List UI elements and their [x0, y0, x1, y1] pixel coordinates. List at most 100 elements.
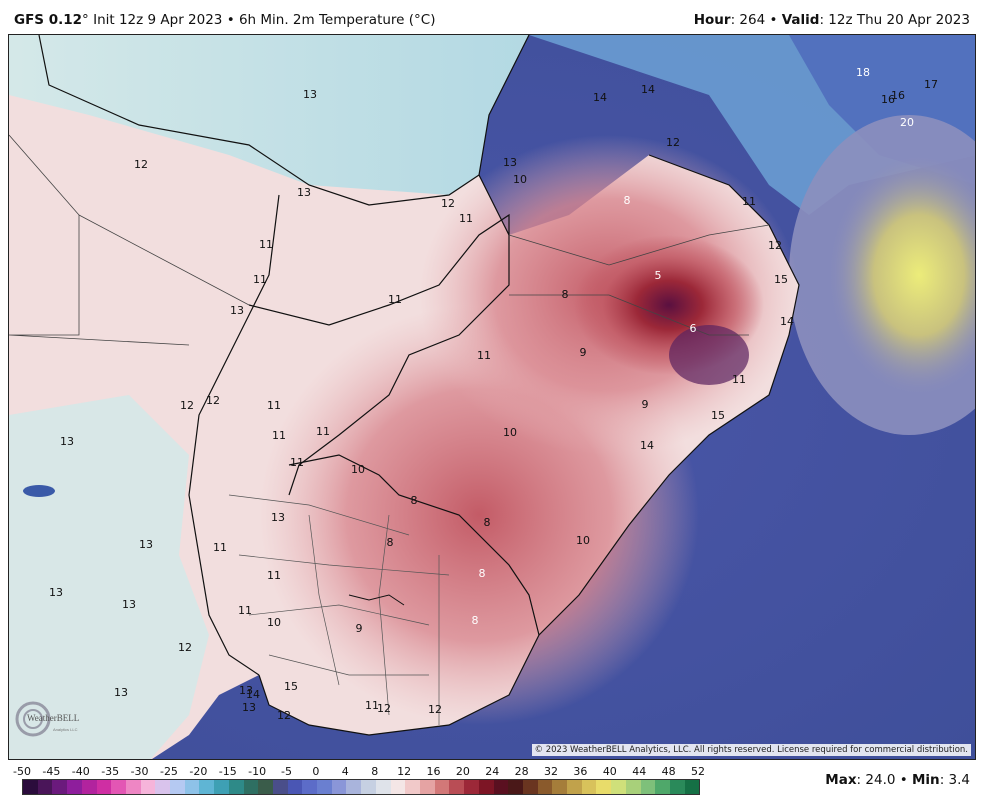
colorbar-tick-label: -25: [159, 765, 178, 778]
colorbar-segment: [611, 780, 626, 794]
land-cool-north: [9, 35, 529, 195]
temperature-label: 15: [774, 273, 788, 286]
temperature-label: 9: [642, 398, 649, 411]
district-borders: [228, 494, 450, 725]
colorbar-segment: [199, 780, 215, 794]
colorbar-segment: [390, 780, 406, 794]
temperature-label: 12: [441, 197, 455, 210]
colorbar-segment: [567, 780, 582, 794]
colorbar-segment: [228, 780, 244, 794]
colorbar-tick-label: -30: [130, 765, 149, 778]
colorbar-segment: [640, 780, 656, 794]
logo-subtext: Analytics LLC: [53, 727, 78, 732]
hour-value: : 264: [730, 12, 766, 28]
colorbar-legend: -50 -45 -40 -35 -30 -25 -20 -15 -10 -5 0 4 8 12 16 20 24…: [13, 762, 714, 802]
temperature-label: 15: [284, 680, 298, 693]
temperature-label: 11: [365, 699, 379, 712]
colorbar: [22, 779, 700, 795]
colorbar-tick-label: -45: [42, 765, 61, 778]
temperature-label: 16: [891, 89, 905, 102]
temperature-label: 11: [253, 273, 267, 286]
colorbar-segment: [23, 780, 38, 794]
colorbar-segment: [302, 780, 318, 794]
colorbar-tick-label: -20: [189, 765, 208, 778]
temperature-label: 12: [178, 641, 192, 654]
colorbar-segment: [96, 780, 112, 794]
country-border-north: [38, 35, 480, 206]
temperature-label: 13: [303, 88, 317, 101]
temperature-label: 11: [732, 373, 746, 386]
temperature-label: 6: [690, 322, 697, 335]
init-time: Init 12z 9 Apr 2023: [88, 12, 223, 28]
header-right: Hour: 264 • Valid: 12z Thu 20 Apr 2023: [694, 12, 970, 28]
colorbar-segment: [111, 780, 126, 794]
colorbar-segment: [140, 780, 156, 794]
temperature-label: 10: [267, 616, 281, 629]
temperature-label: 11: [742, 195, 756, 208]
colorbar-segment: [552, 780, 568, 794]
temperature-label: 12: [428, 703, 442, 716]
weatherbell-logo: WeatherBELL Analytics LLC: [13, 699, 103, 739]
product-name: 6h Min. 2m Temperature (°C): [238, 12, 436, 28]
temperature-label: 9: [356, 622, 363, 635]
colorbar-tick-label: 16: [426, 765, 441, 778]
coldest-spot: [669, 325, 749, 385]
temperature-label: 11: [477, 349, 491, 362]
temperature-label: 13: [139, 538, 153, 551]
colorbar-tick-label: -5: [281, 765, 292, 778]
colorbar-segment: [331, 780, 347, 794]
colorbar-tick-label: 12: [397, 765, 412, 778]
colorbar-segment: [522, 780, 538, 794]
temperature-label: 13: [122, 598, 136, 611]
country-border-west: [188, 194, 280, 676]
colorbar-segment: [155, 780, 171, 794]
colorbar-segment: [449, 780, 465, 794]
colorbar-tick-label: 4: [341, 765, 349, 778]
temperature-label: 12: [134, 158, 148, 171]
temperature-label: 13: [297, 186, 311, 199]
temperature-label: 9: [580, 346, 587, 359]
colorbar-segment: [170, 780, 185, 794]
colorbar-tick-label: 36: [573, 765, 588, 778]
max-value: : 24.0: [856, 772, 896, 788]
colorbar-segment: [419, 780, 435, 794]
degree-mark: °: [82, 12, 89, 28]
temperature-label: 11: [388, 293, 402, 306]
temperature-label: 11: [238, 604, 252, 617]
colorbar-segment: [596, 780, 612, 794]
colorbar-segment: [478, 780, 494, 794]
temperature-label: 13: [49, 586, 63, 599]
colorbar-segment: [434, 780, 450, 794]
temperature-map[interactable]: 13 14 14 18 17 16 16 20 12 12 13 10 13 12 11 8 11 11 12 5 11…: [8, 34, 976, 760]
temperature-label: 12: [180, 399, 194, 412]
max-min-readout: Max: 24.0 • Min: 3.4: [825, 772, 970, 788]
colorbar-segment: [37, 780, 53, 794]
colorbar-segment: [125, 780, 141, 794]
temperature-label: 11: [259, 238, 273, 251]
colorbar-segment: [52, 780, 68, 794]
province-borders: [9, 134, 250, 346]
copyright-notice: © 2023 WeatherBELL Analytics, LLC. All r…: [531, 744, 971, 756]
colorbar-segment: [375, 780, 391, 794]
temperature-label: 11: [213, 541, 227, 554]
colorbar-segment: [361, 780, 376, 794]
header-left: GFS 0.12° Init 12z 9 Apr 2023 • 6h Min. …: [14, 12, 435, 28]
hour-label: Hour: [693, 12, 731, 28]
valid-value: : 12z Thu 20 Apr 2023: [819, 12, 970, 28]
temperature-label: 12: [666, 136, 680, 149]
colorbar-tick-label: -50: [13, 765, 31, 778]
temperature-label: 11: [267, 399, 281, 412]
country-border-uruguay: [288, 454, 540, 636]
colorbar-segment: [317, 780, 332, 794]
colorbar-segment: [243, 780, 259, 794]
temperature-label: 8: [479, 567, 486, 580]
separator: •: [895, 772, 912, 788]
colorbar-segment: [67, 780, 82, 794]
colorbar-segment: [537, 780, 553, 794]
temperature-label: 10: [351, 463, 365, 476]
temperature-label: 18: [856, 66, 870, 79]
temperature-label: 13: [114, 686, 128, 699]
temperature-label: 8: [387, 536, 394, 549]
colorbar-segment: [346, 780, 362, 794]
